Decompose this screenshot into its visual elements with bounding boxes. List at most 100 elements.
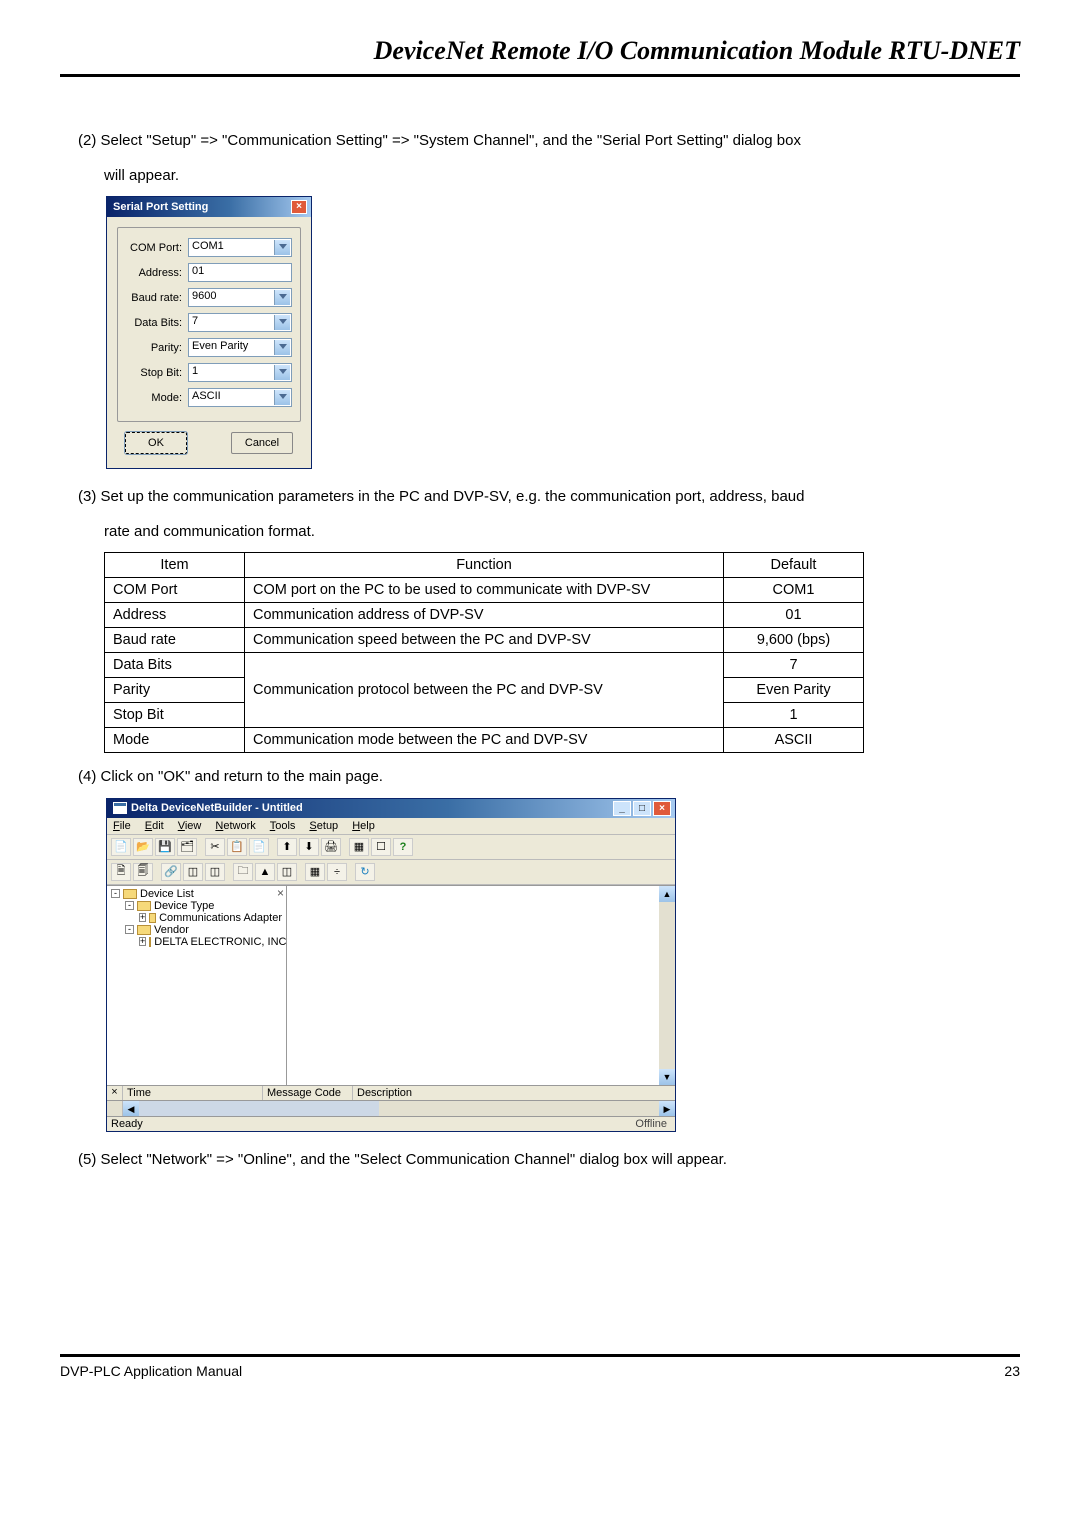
tool2-icon[interactable]: ☐ xyxy=(371,838,391,856)
help-icon[interactable]: ? xyxy=(393,838,413,856)
th-default: Default xyxy=(724,553,864,578)
new-icon[interactable]: 📄 xyxy=(111,838,131,856)
tree-item[interactable]: -Vendor xyxy=(111,924,282,936)
toolbar-2: 🗎 🗐 🔗 ◫ ◫ 🗀 ▲ ◫ ▦ ÷ ↻ xyxy=(107,860,675,885)
toolbar-1: 📄 📂 💾 🗂 ✂ 📋 📄 ⬆ ⬇ 🖨 ▦ ☐ ? xyxy=(107,835,675,860)
table-row: Stop Bit xyxy=(105,703,245,728)
chevron-down-icon xyxy=(279,294,287,299)
step2-line1: (2) Select "Setup" => "Communication Set… xyxy=(78,127,1020,156)
maximize-icon[interactable]: □ xyxy=(633,801,651,816)
print-icon[interactable]: 🖨 xyxy=(321,838,341,856)
address-input[interactable]: 01 xyxy=(188,263,292,282)
open-icon[interactable]: 📂 xyxy=(133,838,153,856)
close-icon[interactable]: × xyxy=(291,200,307,214)
refresh-icon[interactable]: ↻ xyxy=(355,863,375,881)
step3-line2: rate and communication format. xyxy=(104,518,1020,547)
tb2-10-icon[interactable]: ÷ xyxy=(327,863,347,881)
scroll-down-icon[interactable]: ▼ xyxy=(659,1069,675,1085)
tb2-1-icon[interactable]: 🗎 xyxy=(111,863,131,881)
parity-select[interactable]: Even Parity xyxy=(188,338,292,357)
dialog-title: Serial Port Setting xyxy=(113,201,208,213)
footer-left: DVP-PLC Application Manual xyxy=(60,1363,242,1379)
cancel-button[interactable]: Cancel xyxy=(231,432,293,454)
baud-label: Baud rate: xyxy=(126,292,188,304)
close-icon[interactable]: × xyxy=(653,801,671,816)
tree-item[interactable]: -Device List xyxy=(111,888,282,900)
baud-select[interactable]: 9600 xyxy=(188,288,292,307)
col-desc: Description xyxy=(353,1086,675,1100)
scroll-right-icon[interactable]: ▶ xyxy=(659,1101,675,1116)
parity-label: Parity: xyxy=(126,342,188,354)
menu-tools[interactable]: Tools xyxy=(270,820,296,832)
pane-close-icon[interactable]: × xyxy=(277,886,284,900)
minimize-icon[interactable]: _ xyxy=(613,801,631,816)
dialog-titlebar: Serial Port Setting × xyxy=(107,197,311,217)
menu-file[interactable]: File xyxy=(113,820,131,832)
col-time: Time xyxy=(123,1086,263,1100)
page-title: DeviceNet Remote I/O Communication Modul… xyxy=(60,30,1020,77)
menu-help[interactable]: Help xyxy=(352,820,375,832)
copy-icon[interactable]: 📋 xyxy=(227,838,247,856)
tb2-6-icon[interactable]: 🗀 xyxy=(233,863,253,881)
th-function: Function xyxy=(245,553,724,578)
parameter-table: Item Function Default COM Port COM port … xyxy=(104,552,864,753)
table-row: Address xyxy=(105,603,245,628)
table-row: Data Bits xyxy=(105,653,245,678)
menu-view[interactable]: View xyxy=(178,820,202,832)
tree-item[interactable]: -Device Type xyxy=(111,900,282,912)
download-icon[interactable]: ⬇ xyxy=(299,838,319,856)
tree-pane: × -Device List -Device Type +Communicati… xyxy=(107,886,287,1085)
mode-select[interactable]: ASCII xyxy=(188,388,292,407)
footer-right: 23 xyxy=(1004,1363,1020,1379)
th-item: Item xyxy=(105,553,245,578)
tree-item[interactable]: +Communications Adapter xyxy=(111,912,282,924)
statusbar: Ready Offline xyxy=(107,1116,675,1131)
tb2-2-icon[interactable]: 🗐 xyxy=(133,863,153,881)
chevron-down-icon xyxy=(279,394,287,399)
canvas-area: ▲ ▼ xyxy=(287,886,675,1085)
serial-port-dialog: Serial Port Setting × COM Port: COM1 Add… xyxy=(106,196,312,469)
horizontal-scrollbar[interactable]: ◀ ▶ xyxy=(107,1100,675,1116)
app-title: Delta DeviceNetBuilder - Untitled xyxy=(131,802,303,814)
tb2-3-icon[interactable]: 🔗 xyxy=(161,863,181,881)
app-window: Delta DeviceNetBuilder - Untitled _ □ × … xyxy=(106,798,676,1132)
databits-label: Data Bits: xyxy=(126,317,188,329)
menu-edit[interactable]: Edit xyxy=(145,820,164,832)
save-icon[interactable]: 💾 xyxy=(155,838,175,856)
tb2-8-icon[interactable]: ◫ xyxy=(277,863,297,881)
vertical-scrollbar[interactable]: ▲ ▼ xyxy=(659,886,675,1085)
mode-label: Mode: xyxy=(126,392,188,404)
address-label: Address: xyxy=(126,267,188,279)
tb2-9-icon[interactable]: ▦ xyxy=(305,863,325,881)
page-footer: DVP-PLC Application Manual 23 xyxy=(60,1354,1020,1379)
table-row: Parity xyxy=(105,678,245,703)
menubar: File Edit View Network Tools Setup Help xyxy=(107,818,675,835)
databits-select[interactable]: 7 xyxy=(188,313,292,332)
table-row: COM Port xyxy=(105,578,245,603)
saveall-icon[interactable]: 🗂 xyxy=(177,838,197,856)
stopbit-select[interactable]: 1 xyxy=(188,363,292,382)
msg-close-icon[interactable]: × xyxy=(107,1086,123,1100)
tb2-7-icon[interactable]: ▲ xyxy=(255,863,275,881)
chevron-down-icon xyxy=(279,319,287,324)
message-header: × Time Message Code Description xyxy=(107,1085,675,1100)
cut-icon[interactable]: ✂ xyxy=(205,838,225,856)
status-right: Offline xyxy=(635,1118,671,1130)
menu-network[interactable]: Network xyxy=(215,820,255,832)
tool-icon[interactable]: ▦ xyxy=(349,838,369,856)
stopbit-label: Stop Bit: xyxy=(126,367,188,379)
app-titlebar: Delta DeviceNetBuilder - Untitled _ □ × xyxy=(107,799,675,818)
upload-icon[interactable]: ⬆ xyxy=(277,838,297,856)
ok-button[interactable]: OK xyxy=(125,432,187,454)
scroll-left-icon[interactable]: ◀ xyxy=(123,1101,139,1116)
tree-item[interactable]: +DELTA ELECTRONIC, INC. xyxy=(111,936,282,948)
scroll-up-icon[interactable]: ▲ xyxy=(659,886,675,902)
paste-icon[interactable]: 📄 xyxy=(249,838,269,856)
com-port-select[interactable]: COM1 xyxy=(188,238,292,257)
tb2-5-icon[interactable]: ◫ xyxy=(205,863,225,881)
com-port-label: COM Port: xyxy=(126,242,188,254)
tb2-4-icon[interactable]: ◫ xyxy=(183,863,203,881)
step4-line: (4) Click on "OK" and return to the main… xyxy=(78,763,1020,792)
step3-line1: (3) Set up the communication parameters … xyxy=(78,483,1020,512)
menu-setup[interactable]: Setup xyxy=(309,820,338,832)
